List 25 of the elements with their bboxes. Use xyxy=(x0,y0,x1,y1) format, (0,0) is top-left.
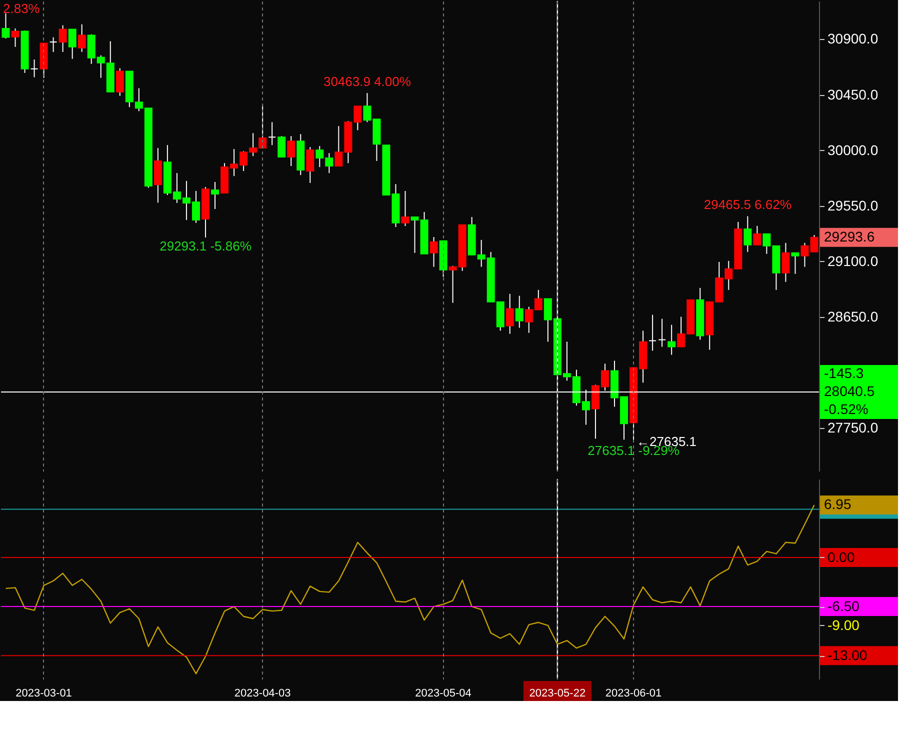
y-tick-label: -13.00 xyxy=(828,647,868,664)
annotation: 29293.1 -5.86% xyxy=(160,238,252,254)
text: -0.52% xyxy=(824,400,868,417)
y-tick-label: -6.50 xyxy=(828,598,860,614)
y-tick-label: 28650.0 xyxy=(828,308,878,324)
text: 29293.6 xyxy=(824,228,875,244)
y-tick-label: 30000.0 xyxy=(828,142,878,158)
text: -145.3 xyxy=(824,364,864,381)
text: 6.95 xyxy=(824,496,852,512)
x-tick-label: 2023-06-01 xyxy=(605,688,662,700)
y-tick-label: 27750.0 xyxy=(828,419,878,436)
x-tick-label: 2023-03-01 xyxy=(16,688,72,700)
y-tick-label: 0.00 xyxy=(828,548,855,565)
y-tick-label: 29100.0 xyxy=(828,252,878,269)
x-tick-label: 2023-05-22 xyxy=(529,688,586,700)
y-tick-label: 30450.0 xyxy=(828,86,878,102)
annotation: 29465.5 6.62% xyxy=(704,197,792,212)
y-tick-label: 29550.0 xyxy=(828,197,878,214)
x-tick-label: 2023-04-03 xyxy=(234,688,291,700)
x-tick-label: 2023-05-04 xyxy=(415,688,472,700)
y-tick-label: 30900.0 xyxy=(828,30,878,47)
annotation: 2.83% xyxy=(3,1,40,16)
ref-line-label: 28040.5 xyxy=(824,382,875,399)
annotation: 30463.9 4.00% xyxy=(323,74,412,90)
y-tick-label: -9.00 xyxy=(828,616,860,633)
